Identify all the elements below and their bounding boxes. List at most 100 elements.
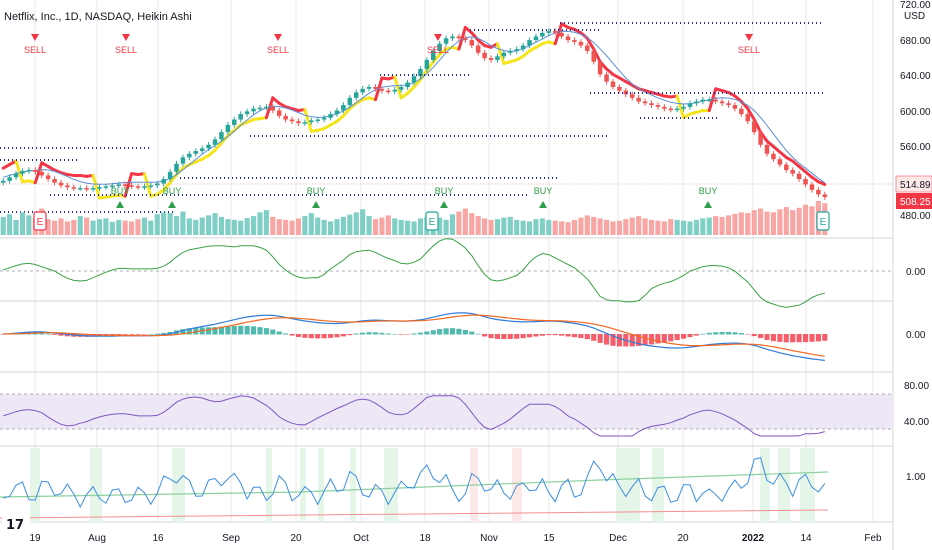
supertrend-segment — [675, 94, 686, 120]
volume-bar — [372, 219, 379, 235]
macd-histogram-bar — [693, 334, 699, 336]
logo-text: 17 — [6, 518, 24, 533]
macd-histogram-bar — [161, 332, 167, 335]
macd-histogram-bar — [706, 332, 712, 335]
buy-arrow-icon — [116, 201, 124, 208]
price-tick-label: 560.00 — [900, 142, 931, 153]
oscillator-pane — [0, 238, 893, 308]
volume-bar — [64, 221, 70, 235]
volume-bar — [501, 217, 507, 235]
volume-bar — [417, 218, 423, 235]
sell-arrow-icon — [31, 34, 39, 41]
volatility-zone — [778, 448, 790, 522]
buy-label: BUY — [111, 186, 130, 196]
pane-dividers — [0, 0, 894, 550]
tradingview-logo[interactable]: 17 — [2, 514, 30, 534]
candle-body — [212, 139, 218, 145]
volume-bar — [315, 217, 321, 235]
volume-bar — [642, 218, 648, 235]
volume-bar — [129, 221, 135, 235]
volume-bar — [713, 216, 719, 235]
volume-bar — [565, 222, 571, 235]
candle-body — [700, 99, 706, 102]
candle-body — [597, 61, 603, 75]
candle-body — [148, 185, 154, 187]
volatility-zone — [318, 448, 324, 522]
macd-line — [3, 312, 825, 361]
candle-body — [784, 164, 789, 171]
macd-histogram-bar — [751, 334, 757, 337]
supertrend-segment — [425, 60, 435, 73]
macd-histogram-bar — [276, 331, 282, 335]
candle-body — [758, 132, 763, 145]
volume-bar — [19, 212, 26, 235]
macd-histogram-bar — [347, 334, 353, 336]
last-close-label: 508.25 — [900, 197, 931, 208]
macd-histogram-bar — [655, 334, 661, 344]
macd-histogram-bar — [116, 334, 122, 336]
time-tick-label: 18 — [419, 533, 431, 544]
volume-bar — [494, 219, 501, 235]
volume-bar — [199, 217, 205, 235]
vol-level-label: 1.00 — [906, 472, 926, 483]
macd-histogram-bar — [148, 333, 154, 335]
candle-body — [546, 31, 552, 33]
macd-histogram-bar — [494, 334, 501, 339]
macd-histogram-bar — [668, 334, 674, 342]
supertrend-segment — [33, 161, 44, 185]
volume-bar — [405, 220, 411, 235]
volume-bar — [507, 216, 513, 235]
macd-histogram-bar — [353, 333, 359, 335]
volume-bar — [327, 221, 334, 235]
macd-histogram-bar — [738, 332, 744, 335]
volume-bar — [276, 219, 282, 235]
volume-bar — [687, 221, 693, 235]
supertrend-segment — [585, 36, 596, 51]
supertrend-segment — [162, 181, 172, 192]
candle-body — [84, 188, 89, 190]
volume-bar — [603, 219, 610, 235]
supertrend-segment — [553, 22, 564, 46]
macd-histogram-bar — [212, 327, 218, 335]
candle-body — [289, 119, 295, 122]
candle-body — [681, 106, 686, 109]
volume-bar — [161, 212, 167, 235]
macd-histogram-bar — [482, 334, 488, 337]
macd-histogram-bar — [334, 334, 340, 338]
candle-body — [39, 171, 44, 176]
volume-bar — [347, 214, 353, 235]
volume-bar — [758, 208, 764, 235]
volume-bar — [334, 219, 340, 235]
earnings-marker-icon — [33, 211, 47, 231]
candle-body — [386, 90, 391, 93]
macd-histogram-bar — [437, 329, 443, 335]
macd-histogram-bar — [405, 334, 411, 335]
macd-histogram-bar — [64, 334, 70, 337]
candle-body — [809, 184, 815, 190]
buy-arrow-icon — [440, 201, 448, 208]
candle-body — [71, 187, 77, 189]
macd-histogram-bar — [366, 332, 372, 335]
volume-bar — [0, 216, 6, 235]
candle-body — [719, 101, 725, 104]
macd-histogram-bar — [308, 334, 314, 339]
volume-bar — [514, 219, 520, 235]
candle-body — [398, 87, 404, 90]
macd-histogram-bar — [719, 332, 725, 335]
candle-body — [321, 117, 327, 120]
volume-bar — [738, 212, 744, 235]
candle-body — [116, 184, 121, 186]
candle-body — [629, 94, 635, 98]
price-tick-label: 720.00 — [900, 0, 931, 11]
candle-body — [103, 186, 109, 188]
macd-zero-label: 0.00 — [906, 330, 926, 341]
sell-label: SELL — [267, 45, 289, 55]
candle-body — [713, 99, 718, 102]
volume-bar — [84, 217, 90, 235]
supertrend-segment — [495, 42, 506, 66]
candle-body — [110, 185, 115, 187]
volume-bar — [340, 216, 346, 235]
sell-label: SELL — [115, 45, 137, 55]
macd-histogram-bar — [802, 334, 809, 343]
